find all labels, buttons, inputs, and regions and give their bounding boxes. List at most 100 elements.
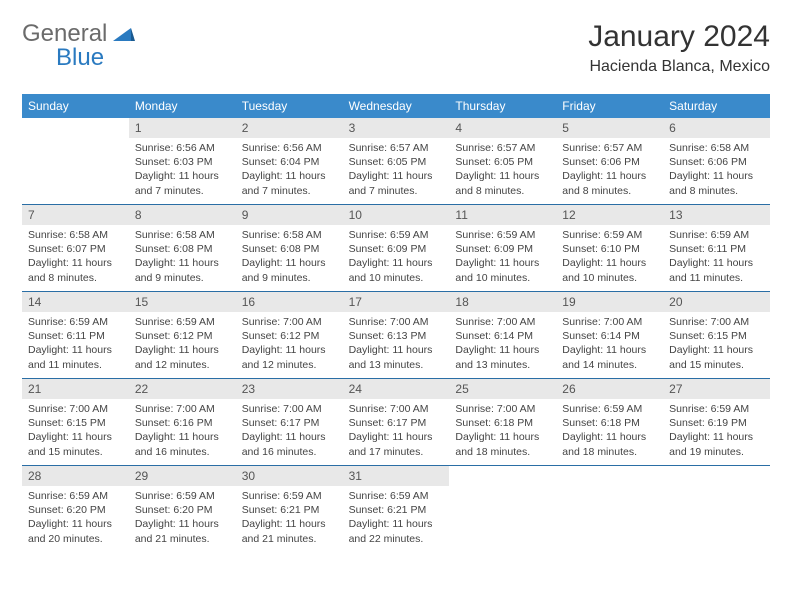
day-cell: 15Sunrise: 6:59 AMSunset: 6:12 PMDayligh… (129, 292, 236, 378)
sunset-text: Sunset: 6:14 PM (562, 329, 657, 343)
sunset-text: Sunset: 6:20 PM (28, 503, 123, 517)
sunset-text: Sunset: 6:08 PM (242, 242, 337, 256)
sunrise-text: Sunrise: 7:00 AM (242, 402, 337, 416)
sunset-text: Sunset: 6:13 PM (349, 329, 444, 343)
daylight-text: Daylight: 11 hours and 10 minutes. (455, 256, 550, 284)
page-title: January 2024 (588, 20, 770, 54)
day-body: Sunrise: 6:58 AMSunset: 6:07 PMDaylight:… (22, 225, 129, 289)
sunset-text: Sunset: 6:10 PM (562, 242, 657, 256)
sunset-text: Sunset: 6:12 PM (135, 329, 230, 343)
day-number: 13 (663, 205, 770, 225)
daylight-text: Daylight: 11 hours and 8 minutes. (28, 256, 123, 284)
day-cell: 2Sunrise: 6:56 AMSunset: 6:04 PMDaylight… (236, 118, 343, 204)
header: General January 2024 Hacienda Blanca, Me… (22, 20, 770, 76)
sunrise-text: Sunrise: 6:58 AM (242, 228, 337, 242)
sunset-text: Sunset: 6:21 PM (242, 503, 337, 517)
day-cell: 3Sunrise: 6:57 AMSunset: 6:05 PMDaylight… (343, 118, 450, 204)
day-body: Sunrise: 6:56 AMSunset: 6:03 PMDaylight:… (129, 138, 236, 202)
day-cell: 26Sunrise: 6:59 AMSunset: 6:18 PMDayligh… (556, 379, 663, 465)
day-cell: 1Sunrise: 6:56 AMSunset: 6:03 PMDaylight… (129, 118, 236, 204)
sunset-text: Sunset: 6:03 PM (135, 155, 230, 169)
calendar: SundayMondayTuesdayWednesdayThursdayFrid… (22, 94, 770, 552)
week-row: 21Sunrise: 7:00 AMSunset: 6:15 PMDayligh… (22, 379, 770, 466)
sunset-text: Sunset: 6:06 PM (562, 155, 657, 169)
day-body: Sunrise: 6:59 AMSunset: 6:09 PMDaylight:… (343, 225, 450, 289)
daylight-text: Daylight: 11 hours and 18 minutes. (455, 430, 550, 458)
day-body: Sunrise: 6:59 AMSunset: 6:09 PMDaylight:… (449, 225, 556, 289)
weekday-header: Monday (129, 94, 236, 118)
sunrise-text: Sunrise: 7:00 AM (135, 402, 230, 416)
weekday-header: Wednesday (343, 94, 450, 118)
sunrise-text: Sunrise: 6:58 AM (135, 228, 230, 242)
day-body: Sunrise: 7:00 AMSunset: 6:13 PMDaylight:… (343, 312, 450, 376)
day-number: 1 (129, 118, 236, 138)
weekday-header: Saturday (663, 94, 770, 118)
day-cell: 9 Sunrise: 6:58 AMSunset: 6:08 PMDaylight… (236, 205, 343, 291)
daylight-text: Daylight: 11 hours and 8 minutes. (669, 169, 764, 197)
sunset-text: Sunset: 6:14 PM (455, 329, 550, 343)
day-body: Sunrise: 7:00 AMSunset: 6:16 PMDaylight:… (129, 399, 236, 463)
sunrise-text: Sunrise: 6:57 AM (455, 141, 550, 155)
daylight-text: Daylight: 11 hours and 13 minutes. (455, 343, 550, 371)
day-body: Sunrise: 6:58 AMSunset: 6:06 PMDaylight:… (663, 138, 770, 202)
day-number: 8 (129, 205, 236, 225)
day-number: 10 (343, 205, 450, 225)
sunrise-text: Sunrise: 7:00 AM (349, 315, 444, 329)
day-number: 2 (236, 118, 343, 138)
day-cell: 8Sunrise: 6:58 AMSunset: 6:08 PMDaylight… (129, 205, 236, 291)
day-cell: 7Sunrise: 6:58 AMSunset: 6:07 PMDaylight… (22, 205, 129, 291)
day-body: Sunrise: 6:59 AMSunset: 6:18 PMDaylight:… (556, 399, 663, 463)
daylight-text: Daylight: 11 hours and 21 minutes. (135, 517, 230, 545)
daylight-text: Daylight: 11 hours and 9 minutes. (135, 256, 230, 284)
sunset-text: Sunset: 6:11 PM (669, 242, 764, 256)
sunset-text: Sunset: 6:19 PM (669, 416, 764, 430)
day-cell: 21Sunrise: 7:00 AMSunset: 6:15 PMDayligh… (22, 379, 129, 465)
day-number: 20 (663, 292, 770, 312)
daylight-text: Daylight: 11 hours and 9 minutes. (242, 256, 337, 284)
title-block: January 2024 Hacienda Blanca, Mexico (588, 20, 770, 76)
sunset-text: Sunset: 6:15 PM (669, 329, 764, 343)
day-number: 30 (236, 466, 343, 486)
daylight-text: Daylight: 11 hours and 12 minutes. (242, 343, 337, 371)
daylight-text: Daylight: 11 hours and 12 minutes. (135, 343, 230, 371)
page: General January 2024 Hacienda Blanca, Me… (0, 0, 792, 572)
day-number: 19 (556, 292, 663, 312)
day-number: 14 (22, 292, 129, 312)
sunrise-text: Sunrise: 6:59 AM (242, 489, 337, 503)
week-row: 1Sunrise: 6:56 AMSunset: 6:03 PMDaylight… (22, 118, 770, 205)
day-number: 3 (343, 118, 450, 138)
sunrise-text: Sunrise: 6:59 AM (28, 315, 123, 329)
weekday-header: Thursday (449, 94, 556, 118)
sunrise-text: Sunrise: 6:59 AM (562, 402, 657, 416)
daylight-text: Daylight: 11 hours and 14 minutes. (562, 343, 657, 371)
logo-triangle-icon (113, 20, 135, 48)
sunset-text: Sunset: 6:17 PM (349, 416, 444, 430)
sunrise-text: Sunrise: 7:00 AM (349, 402, 444, 416)
day-number: 12 (556, 205, 663, 225)
day-body: Sunrise: 6:57 AMSunset: 6:05 PMDaylight:… (449, 138, 556, 202)
daylight-text: Daylight: 11 hours and 19 minutes. (669, 430, 764, 458)
day-number: 4 (449, 118, 556, 138)
day-number: 24 (343, 379, 450, 399)
day-body: Sunrise: 6:57 AMSunset: 6:06 PMDaylight:… (556, 138, 663, 202)
daylight-text: Daylight: 11 hours and 8 minutes. (455, 169, 550, 197)
day-cell: 17Sunrise: 7:00 AMSunset: 6:13 PMDayligh… (343, 292, 450, 378)
daylight-text: Daylight: 11 hours and 10 minutes. (562, 256, 657, 284)
daylight-text: Daylight: 11 hours and 17 minutes. (349, 430, 444, 458)
day-cell: 23Sunrise: 7:00 AMSunset: 6:17 PMDayligh… (236, 379, 343, 465)
sunrise-text: Sunrise: 6:59 AM (669, 402, 764, 416)
day-cell: 4Sunrise: 6:57 AMSunset: 6:05 PMDaylight… (449, 118, 556, 204)
sunset-text: Sunset: 6:09 PM (349, 242, 444, 256)
day-number: 23 (236, 379, 343, 399)
day-number: 26 (556, 379, 663, 399)
day-number: 9 (236, 205, 343, 225)
sunrise-text: Sunrise: 6:56 AM (135, 141, 230, 155)
day-number: 22 (129, 379, 236, 399)
day-number: 27 (663, 379, 770, 399)
day-body: Sunrise: 7:00 AMSunset: 6:14 PMDaylight:… (449, 312, 556, 376)
weekday-header: Friday (556, 94, 663, 118)
daylight-text: Daylight: 11 hours and 16 minutes. (135, 430, 230, 458)
daylight-text: Daylight: 11 hours and 16 minutes. (242, 430, 337, 458)
sunrise-text: Sunrise: 6:59 AM (349, 228, 444, 242)
day-cell: 11Sunrise: 6:59 AMSunset: 6:09 PMDayligh… (449, 205, 556, 291)
